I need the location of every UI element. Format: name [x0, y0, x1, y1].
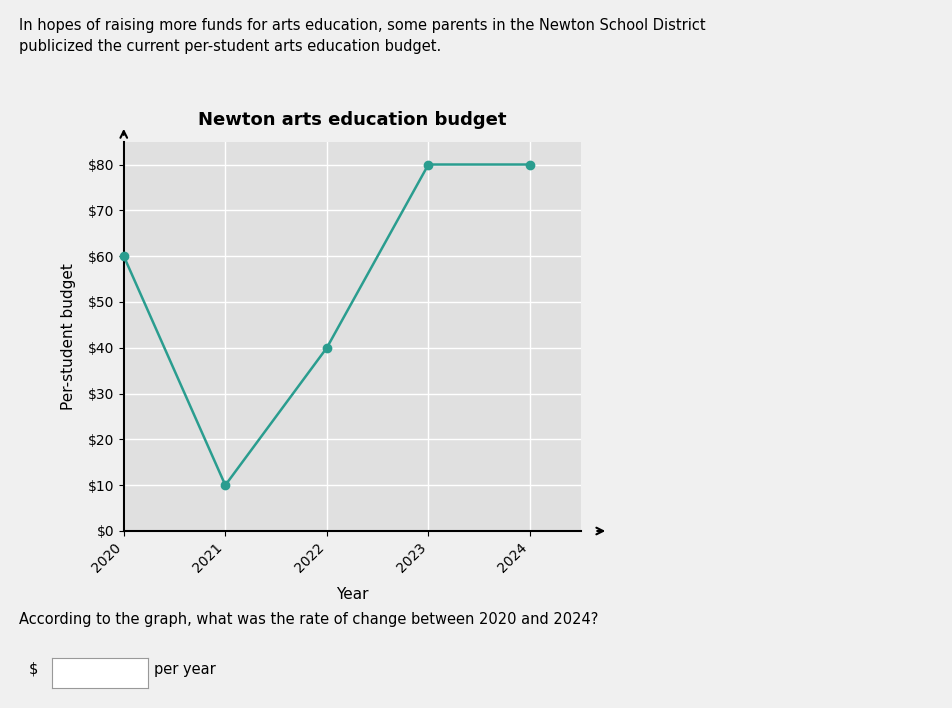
Text: According to the graph, what was the rate of change between 2020 and 2024?: According to the graph, what was the rat… — [19, 612, 599, 627]
X-axis label: Year: Year — [336, 586, 368, 602]
Y-axis label: Per-student budget: Per-student budget — [62, 263, 76, 410]
Title: Newton arts education budget: Newton arts education budget — [198, 111, 506, 129]
Text: $: $ — [29, 661, 38, 677]
Text: In hopes of raising more funds for arts education, some parents in the Newton Sc: In hopes of raising more funds for arts … — [19, 18, 705, 54]
Text: per year: per year — [154, 661, 216, 677]
